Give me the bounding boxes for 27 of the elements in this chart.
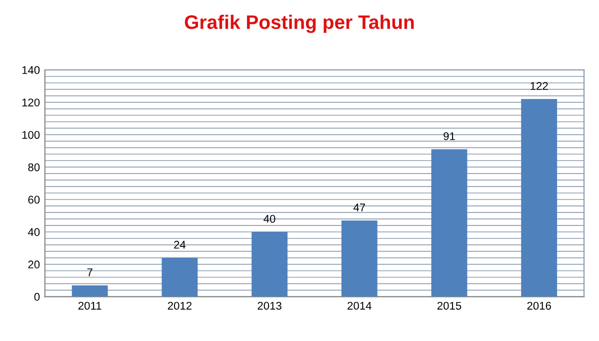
y-tick-label: 20 [28, 260, 40, 268]
data-label: 24 [174, 240, 186, 249]
y-tick-label: 80 [28, 163, 40, 172]
y-tick-label: 100 [22, 130, 40, 139]
bar [162, 258, 198, 297]
x-tick-label: 2012 [168, 302, 192, 310]
data-label: 47 [353, 204, 366, 212]
x-tick-label: 2013 [258, 302, 282, 310]
data-label: 122 [530, 82, 548, 90]
y-tick-label: 60 [28, 196, 40, 204]
x-tick-label: 2015 [437, 302, 462, 310]
chart-title: Grafik Posting per Tahun [184, 14, 414, 33]
y-tick-label: 140 [22, 66, 40, 74]
data-label: 40 [264, 214, 276, 223]
x-tick-label: 2014 [348, 302, 372, 310]
bar [72, 285, 108, 297]
bar [521, 99, 558, 297]
y-tick-label: 0 [34, 292, 40, 301]
bar [252, 232, 288, 297]
bar [431, 149, 468, 297]
y-tick-label: 40 [28, 228, 40, 236]
bar [341, 220, 378, 297]
x-tick-label: 2011 [78, 302, 102, 310]
data-label: 91 [444, 132, 455, 140]
data-label: 7 [87, 268, 92, 276]
y-tick-label: 120 [22, 98, 40, 106]
x-tick-label: 2016 [527, 302, 551, 310]
